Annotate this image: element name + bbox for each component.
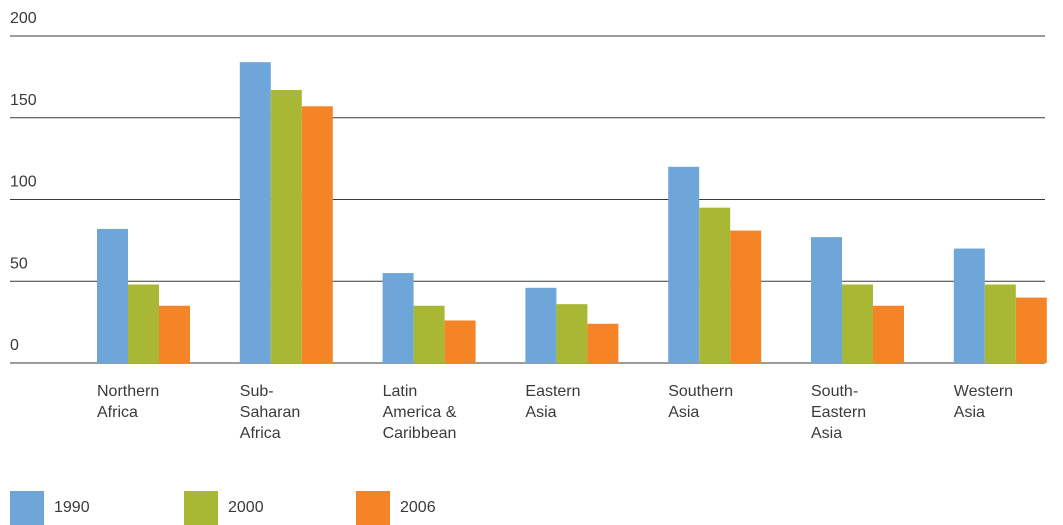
bar-1990-2 — [382, 273, 414, 363]
legend-label-2006: 2006 — [400, 499, 436, 516]
y-tick-label-50: 50 — [10, 255, 28, 272]
bar-2006-0 — [159, 305, 190, 363]
x-category-label-line: Southern — [668, 383, 733, 400]
bar-1990-1 — [239, 62, 271, 363]
x-category-label-4: Southern Asia — [668, 383, 733, 421]
legend-item-2000: 2000 — [184, 491, 264, 525]
bar-2000-5 — [842, 284, 873, 363]
legend-item-2006: 2006 — [356, 491, 436, 525]
bar-1990-6 — [953, 248, 985, 363]
x-category-label-line: Asia — [525, 404, 556, 421]
y-tick-label-150: 150 — [10, 92, 37, 109]
x-category-label-line: Sub- — [240, 383, 274, 400]
bar-2000-4 — [699, 207, 731, 363]
x-category-label-line: Asia — [811, 425, 842, 442]
bar-2000-3 — [556, 304, 588, 363]
x-category-label-line: South- — [811, 383, 858, 400]
x-category-label-line: Saharan — [240, 404, 300, 421]
y-tick-label-200: 200 — [10, 10, 37, 27]
x-category-label-0: Northern Africa — [97, 383, 159, 421]
x-category-label-line: Caribbean — [383, 425, 457, 442]
legend-item-1990: 1990 — [10, 491, 90, 525]
x-axis-category-labels: Northern Africa Sub- Saharan Africa Latin Amer… — [97, 383, 1013, 442]
x-category-label-3: Eastern Asia — [525, 383, 580, 421]
bar-2006-1 — [301, 106, 333, 364]
legend-label-2000: 2000 — [228, 499, 264, 516]
x-category-label-line: Asia — [668, 404, 699, 421]
bar-1990-5 — [811, 237, 842, 363]
bar-2006-2 — [444, 320, 476, 363]
legend-swatch-2000 — [184, 491, 218, 525]
y-axis-tick-labels: 0 50 100 150 200 — [10, 10, 37, 354]
x-category-label-1: Sub- Saharan Africa — [240, 383, 300, 442]
x-category-label-line: Africa — [97, 404, 138, 421]
x-category-label-line: Northern — [97, 383, 159, 400]
x-category-label-line: Africa — [240, 425, 281, 442]
legend-label-1990: 1990 — [54, 499, 90, 516]
bar-2000-6 — [984, 284, 1016, 363]
y-tick-label-0: 0 — [10, 337, 19, 354]
bar-chart: 0 50 100 150 200 Northern Africa Sub- Saharan Af… — [10, 10, 1047, 442]
x-category-label-line: Eastern — [525, 383, 580, 400]
bar-1990-4 — [668, 166, 700, 363]
bar-2000-2 — [413, 305, 445, 363]
bar-1990-3 — [525, 287, 557, 363]
x-category-label-6: Western Asia — [954, 383, 1013, 421]
bar-2000-0 — [128, 284, 159, 363]
x-category-label-line: Eastern — [811, 404, 866, 421]
bars — [97, 62, 1047, 364]
bar-1990-0 — [97, 228, 128, 363]
bar-2006-3 — [587, 323, 619, 363]
x-category-label-line: Western — [954, 383, 1013, 400]
x-category-label-5: South- Eastern Asia — [811, 383, 866, 442]
x-category-label-line: Asia — [954, 404, 985, 421]
x-category-label-2: Latin America & Caribbean — [383, 383, 457, 442]
x-category-label-line: America & — [383, 404, 457, 421]
bar-2006-4 — [730, 230, 762, 363]
y-tick-label-100: 100 — [10, 174, 37, 191]
bar-2006-6 — [1015, 297, 1047, 363]
bar-2000-1 — [270, 89, 302, 363]
legend-swatch-2006 — [356, 491, 390, 525]
x-category-label-line: Latin — [383, 383, 418, 400]
legend-swatch-1990 — [10, 491, 44, 525]
bar-2006-5 — [873, 305, 904, 363]
